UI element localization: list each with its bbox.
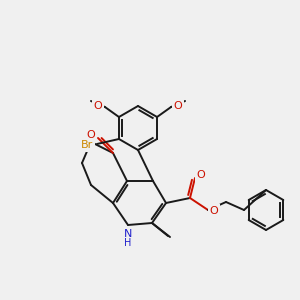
Text: O: O [174,101,182,111]
Text: N: N [124,229,132,239]
Text: O: O [87,130,95,140]
Text: Br: Br [81,140,93,150]
Text: O: O [196,170,206,180]
Text: O: O [210,206,218,216]
Text: O: O [94,101,102,111]
Text: H: H [124,238,132,248]
